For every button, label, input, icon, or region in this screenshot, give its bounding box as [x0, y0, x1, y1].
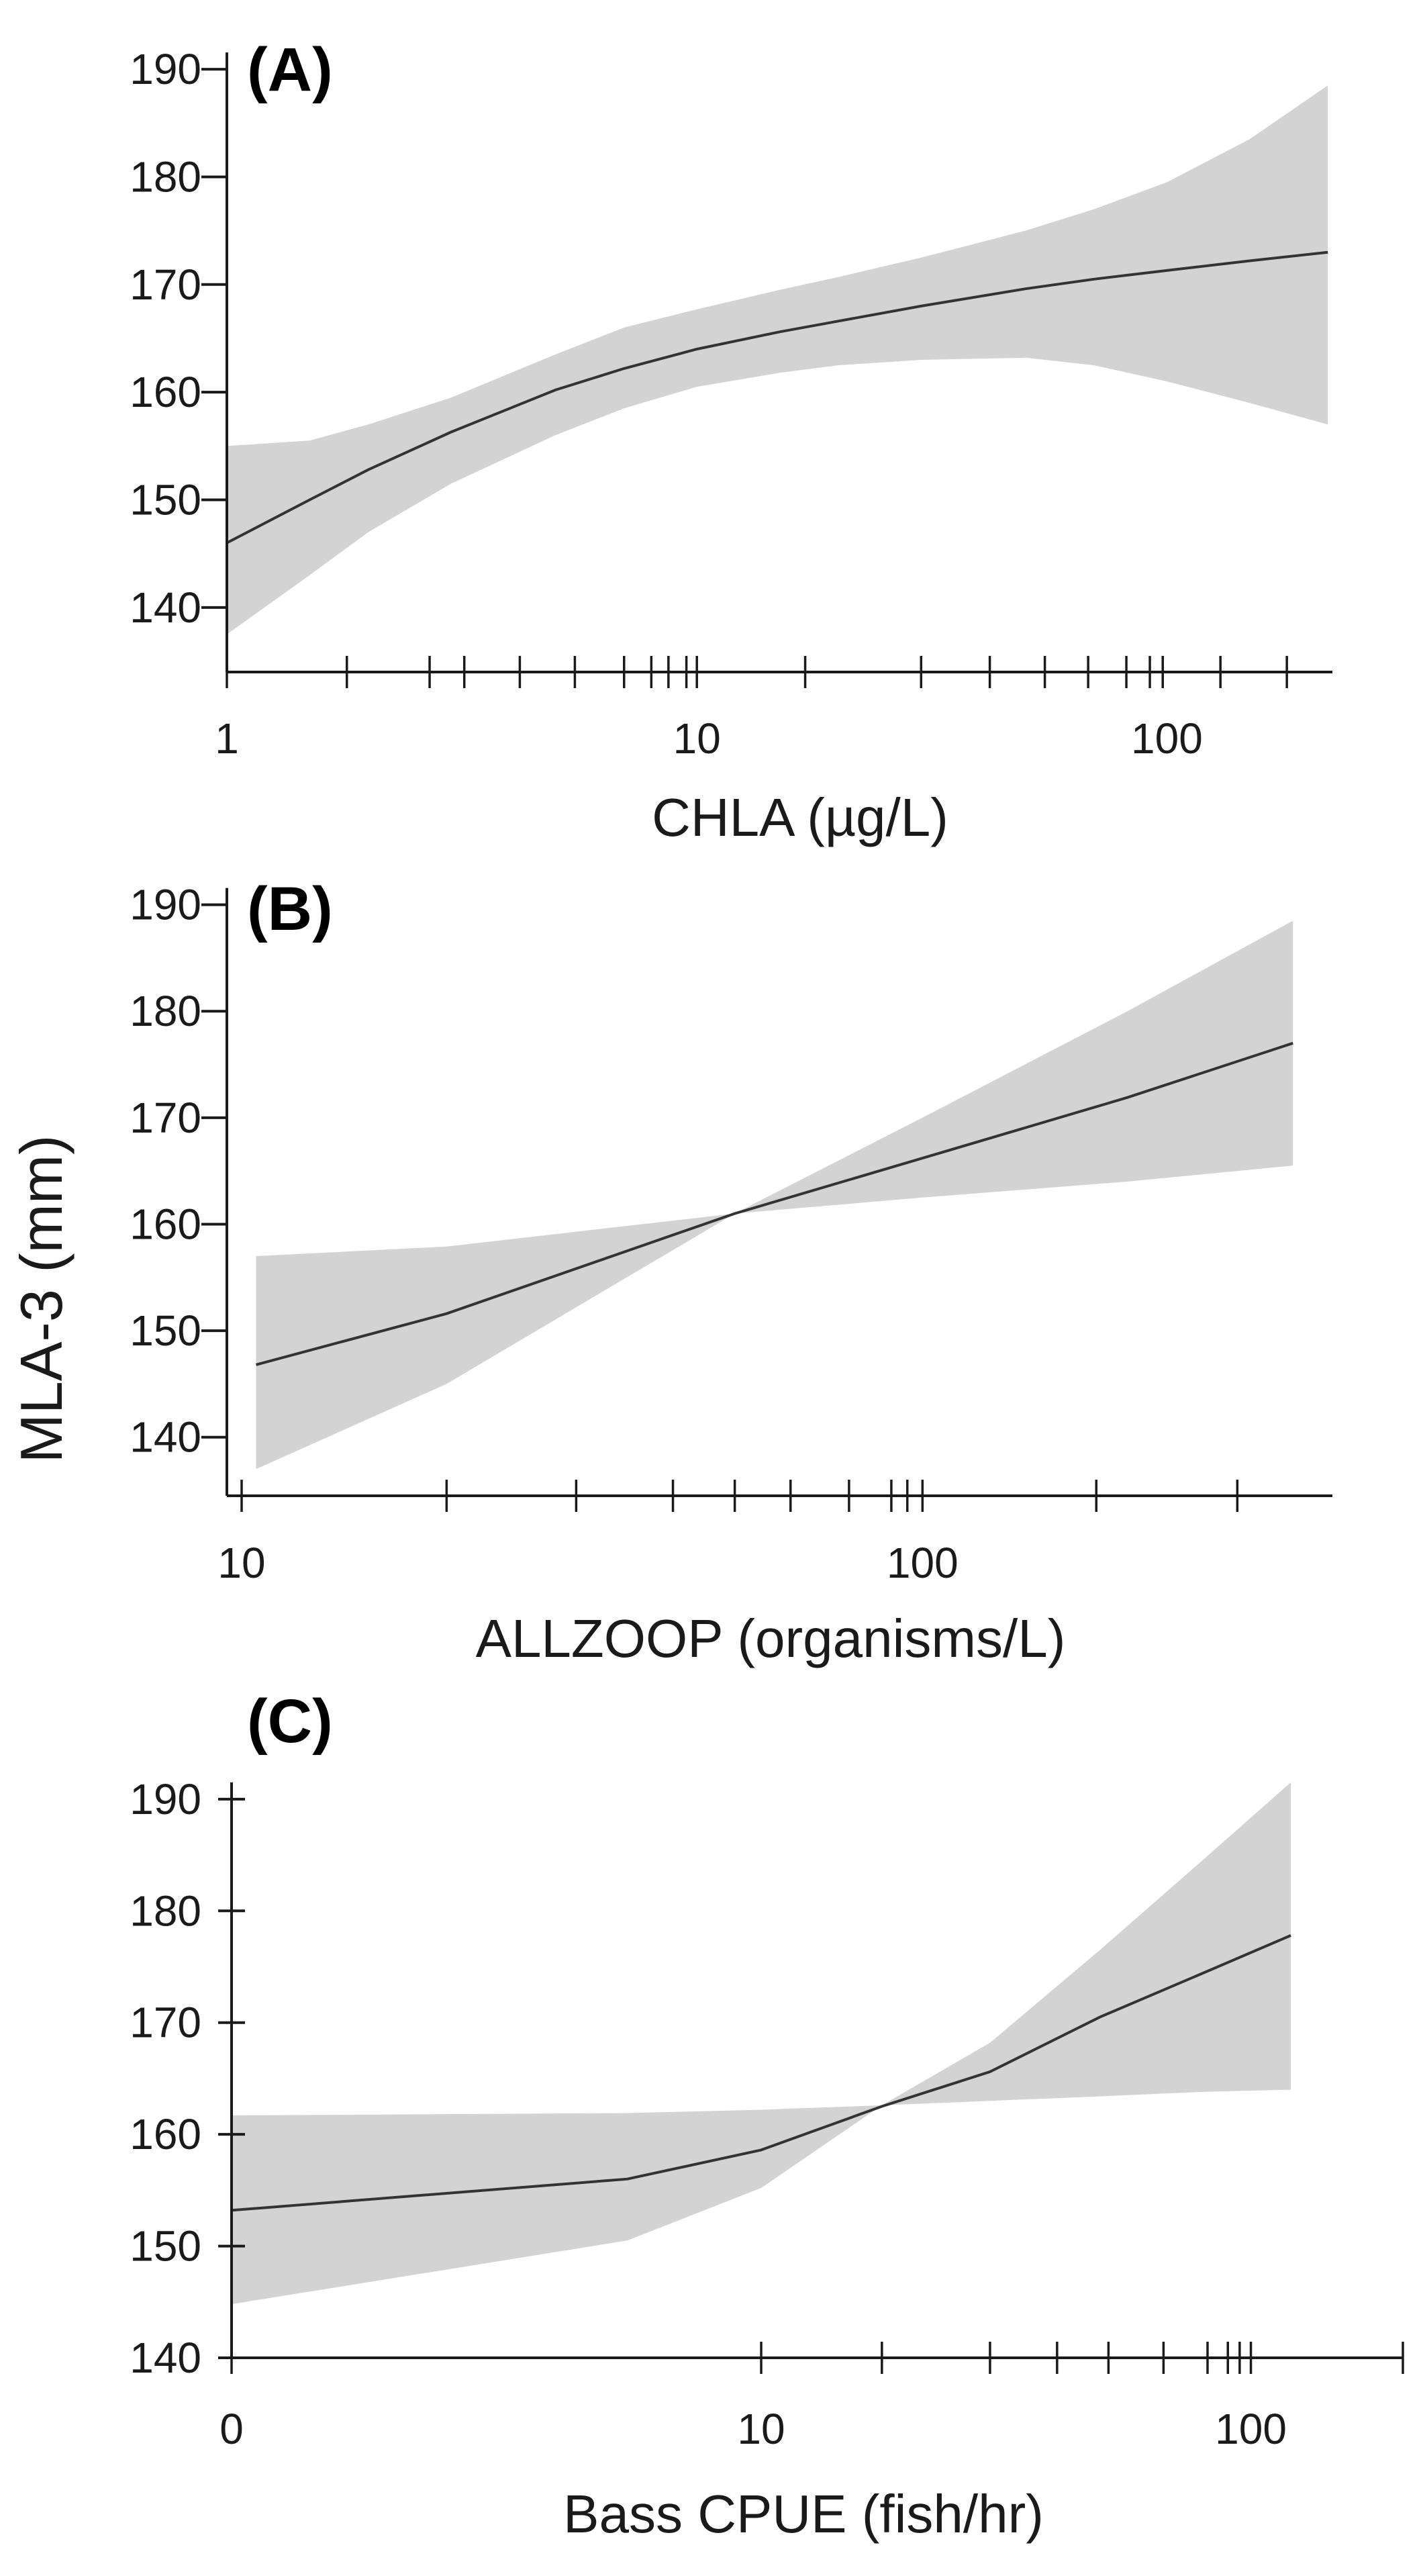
- confidence-band: [256, 920, 1293, 1470]
- confidence-band: [227, 85, 1328, 634]
- y-tick-label: 150: [130, 475, 201, 524]
- y-tick-label: 170: [130, 1999, 201, 2047]
- panel-label: (A): [247, 36, 333, 104]
- x-tick-label: 0: [219, 2405, 244, 2453]
- x-tick-label: 1: [215, 714, 239, 763]
- panel-c: 140 150 160 170 180 190 0 10 100 Bass CPUE (fish/…: [130, 1687, 1404, 2544]
- y-tick-label: 140: [130, 2334, 201, 2382]
- y-tick-label: 170: [130, 1094, 201, 1142]
- panel-label: (C): [247, 1687, 333, 1756]
- y-tick-label: 190: [130, 45, 201, 93]
- panel-b: 140 150 160 170 180 190 10 100 ALLZOOP (organism…: [130, 875, 1332, 1668]
- x-tick-label: 100: [887, 1539, 959, 1587]
- y-tick-label: 160: [130, 2110, 201, 2158]
- y-tick-label: 150: [130, 2222, 201, 2271]
- y-tick-label: 180: [130, 152, 201, 201]
- fitted-curve: [226, 250, 1328, 544]
- panel-label: (B): [247, 875, 333, 943]
- fitted-curve: [255, 1041, 1293, 1366]
- y-tick-label: 160: [130, 368, 201, 416]
- confidence-band: [232, 1782, 1291, 2305]
- y-tick-label: 190: [130, 881, 201, 929]
- y-tick-label: 180: [130, 987, 201, 1035]
- x-axis-title: ALLZOOP (organisms/L): [476, 1609, 1066, 1668]
- x-tick-label: 10: [737, 2405, 785, 2453]
- y-tick-label: 150: [130, 1306, 201, 1355]
- y-tick-label: 190: [130, 1775, 201, 1823]
- y-tick-label: 140: [130, 1413, 201, 1462]
- y-tick-label: 140: [130, 583, 201, 632]
- x-tick-label: 10: [217, 1539, 265, 1587]
- y-tick-label: 180: [130, 1887, 201, 1935]
- x-axis-title: Bass CPUE (fish/hr): [563, 2484, 1044, 2544]
- x-tick-label: 100: [1131, 714, 1203, 763]
- x-tick-label: 100: [1215, 2405, 1287, 2453]
- y-axis-title: MLA-3 (mm): [8, 1135, 75, 1464]
- y-tick-label: 160: [130, 1200, 201, 1248]
- panel-a: 140 150 160 170 180 190 1 10 100 CHLA (µg/L) (A): [130, 36, 1332, 847]
- fitted-curve: [231, 1934, 1291, 2212]
- y-tick-label: 170: [130, 260, 201, 309]
- x-axis-title: CHLA (µg/L): [652, 788, 948, 847]
- x-tick-label: 10: [673, 714, 721, 763]
